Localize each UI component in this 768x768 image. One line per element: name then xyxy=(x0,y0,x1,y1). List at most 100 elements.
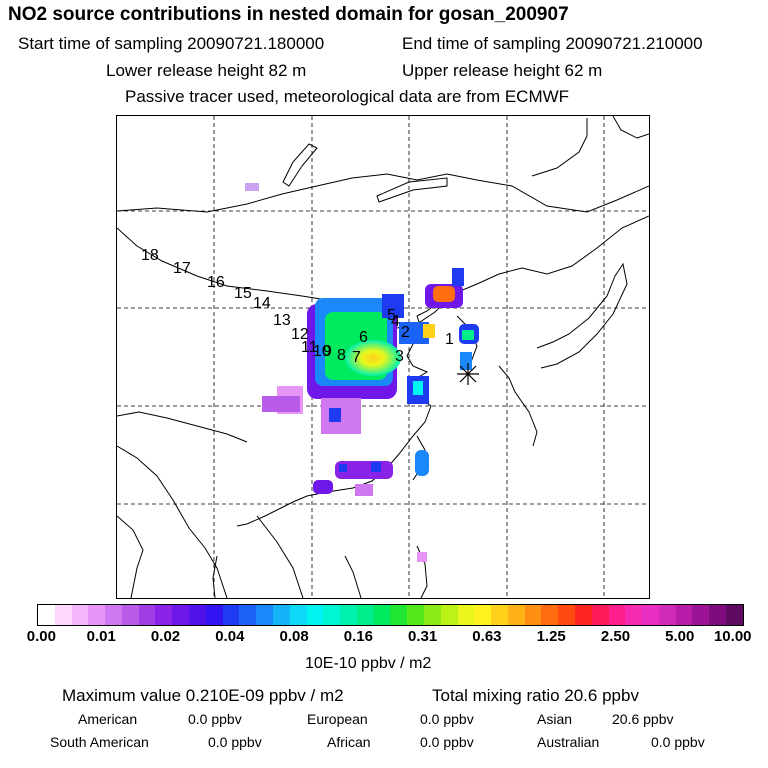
trajectory-label: 7 xyxy=(352,349,361,366)
category-name: European xyxy=(307,711,368,727)
trajectory-label: 18 xyxy=(141,247,159,264)
colorbar-cell xyxy=(575,605,592,625)
colorbar-cell xyxy=(105,605,122,625)
category-value: 0.0 ppbv xyxy=(420,711,474,727)
colorbar-cell xyxy=(323,605,341,625)
colorbar-cell xyxy=(239,605,257,625)
colorbar-cell xyxy=(608,605,626,625)
category-name: South American xyxy=(50,734,149,750)
colorbar-cell xyxy=(138,605,156,625)
maximum-value: Maximum value 0.210E-09 ppbv / m2 xyxy=(62,686,344,705)
category-value: 0.0 ppbv xyxy=(651,734,705,750)
trajectory-label: 8 xyxy=(337,347,346,364)
colorbar-cell xyxy=(423,605,441,625)
trajectory-label: 6 xyxy=(359,329,368,346)
trajectory-labels: 1 2 3 4 5 6 7 8 9 10 11 12 13 14 15 16 1… xyxy=(141,247,454,366)
colorbar xyxy=(37,604,744,626)
colorbar-unit: 10E-10 ppbv / m2 xyxy=(305,655,432,672)
trajectory-label: 11 xyxy=(301,339,318,356)
colorbar-cell xyxy=(625,605,643,625)
colorbar-tick-label: 0.63 xyxy=(472,628,502,645)
colorbar-cell xyxy=(256,605,273,625)
colorbar-cell xyxy=(306,605,324,625)
tracer-note: Passive tracer used, meteorological data… xyxy=(125,87,570,106)
colorbar-cell xyxy=(726,605,743,625)
colorbar-tick-label: 5.00 xyxy=(665,628,695,645)
trajectory-label: 16 xyxy=(207,274,225,291)
colorbar-cell xyxy=(38,605,55,625)
trajectory-label: 17 xyxy=(173,260,191,277)
colorbar-cell xyxy=(390,605,408,625)
colorbar-cell xyxy=(692,605,710,625)
colorbar-cell xyxy=(558,605,575,625)
colorbar-cell xyxy=(709,605,727,625)
map-canvas: 1 2 3 4 5 6 7 8 9 10 11 12 13 14 15 16 1… xyxy=(117,116,649,598)
end-time-label: End time of sampling 20090721.210000 xyxy=(402,34,703,53)
trajectory-label: 2 xyxy=(401,324,410,341)
category-value: 0.0 ppbv xyxy=(420,734,474,750)
trajectory-label: 1 xyxy=(445,331,454,348)
category-value: 0.0 ppbv xyxy=(188,711,242,727)
colorbar-cell xyxy=(71,605,89,625)
category-name: American xyxy=(78,711,138,727)
trajectory-label: 3 xyxy=(395,348,404,365)
map-panel: 1 2 3 4 5 6 7 8 9 10 11 12 13 14 15 16 1… xyxy=(116,115,650,599)
colorbar-cell xyxy=(541,605,559,625)
colorbar-tick-label: 0.04 xyxy=(215,628,245,645)
contribution-field xyxy=(245,183,479,562)
colorbar-cell xyxy=(591,605,609,625)
colorbar-cell xyxy=(172,605,190,625)
colorbar-cell xyxy=(222,605,240,625)
colorbar-cell xyxy=(440,605,458,625)
colorbar-cell xyxy=(155,605,173,625)
colorbar-tick-label: 0.01 xyxy=(86,628,116,645)
trajectory-label: 10 xyxy=(313,343,331,360)
colorbar-cell xyxy=(189,605,206,625)
colorbar-cell xyxy=(457,605,475,625)
colorbar-tick-label: 2.50 xyxy=(600,628,631,645)
upper-release-label: Upper release height 62 m xyxy=(402,61,603,80)
coastlines xyxy=(117,116,649,598)
colorbar-tick-label: 0.00 xyxy=(26,628,56,645)
colorbar-cell xyxy=(121,605,139,625)
colorbar-cell xyxy=(524,605,542,625)
colorbar-cell xyxy=(373,605,391,625)
trajectory-label: 15 xyxy=(234,285,252,302)
trajectory-label: 9 xyxy=(323,343,332,360)
colorbar-cell xyxy=(507,605,525,625)
category-name: Asian xyxy=(537,711,573,727)
colorbar-tick-label: 1.25 xyxy=(536,628,566,645)
category-value: 0.0 ppbv xyxy=(208,734,262,750)
colorbar-tick-label: 10.00 xyxy=(713,628,752,645)
category-name: Australian xyxy=(537,734,600,750)
trajectory-label: 5 xyxy=(387,307,396,324)
lower-release-label: Lower release height 82 m xyxy=(106,61,307,80)
colorbar-tick-label: 0.16 xyxy=(343,628,373,645)
colorbar-cell xyxy=(340,605,357,625)
colorbar-cell xyxy=(289,605,307,625)
colorbar-cell xyxy=(658,605,676,625)
category-name: African xyxy=(327,734,371,750)
trajectory-label: 14 xyxy=(253,295,271,312)
figure-title: NO2 source contributions in nested domai… xyxy=(8,4,569,25)
colorbar-tick-label: 0.08 xyxy=(279,628,309,645)
receptor-star xyxy=(457,363,479,385)
total-mixing-ratio: Total mixing ratio 20.6 ppbv xyxy=(432,686,639,705)
colorbar-cell xyxy=(675,605,693,625)
colorbar-tick-label: 0.02 xyxy=(150,628,181,645)
colorbar-cell xyxy=(54,605,72,625)
trajectory-label: 13 xyxy=(273,312,291,329)
category-value: 20.6 ppbv xyxy=(612,711,674,727)
colorbar-cell xyxy=(356,605,374,625)
colorbar-cell xyxy=(88,605,106,625)
trajectory-label: 12 xyxy=(291,326,309,343)
trajectory-label: 4 xyxy=(391,313,400,330)
colorbar-cell xyxy=(205,605,223,625)
colorbar-cell xyxy=(491,605,508,625)
start-time-label: Start time of sampling 20090721.180000 xyxy=(18,34,325,53)
colorbar-cell xyxy=(642,605,659,625)
colorbar-cell xyxy=(474,605,492,625)
colorbar-tick-label: 0.31 xyxy=(408,628,438,645)
colorbar-cell xyxy=(407,605,424,625)
colorbar-cell xyxy=(272,605,290,625)
